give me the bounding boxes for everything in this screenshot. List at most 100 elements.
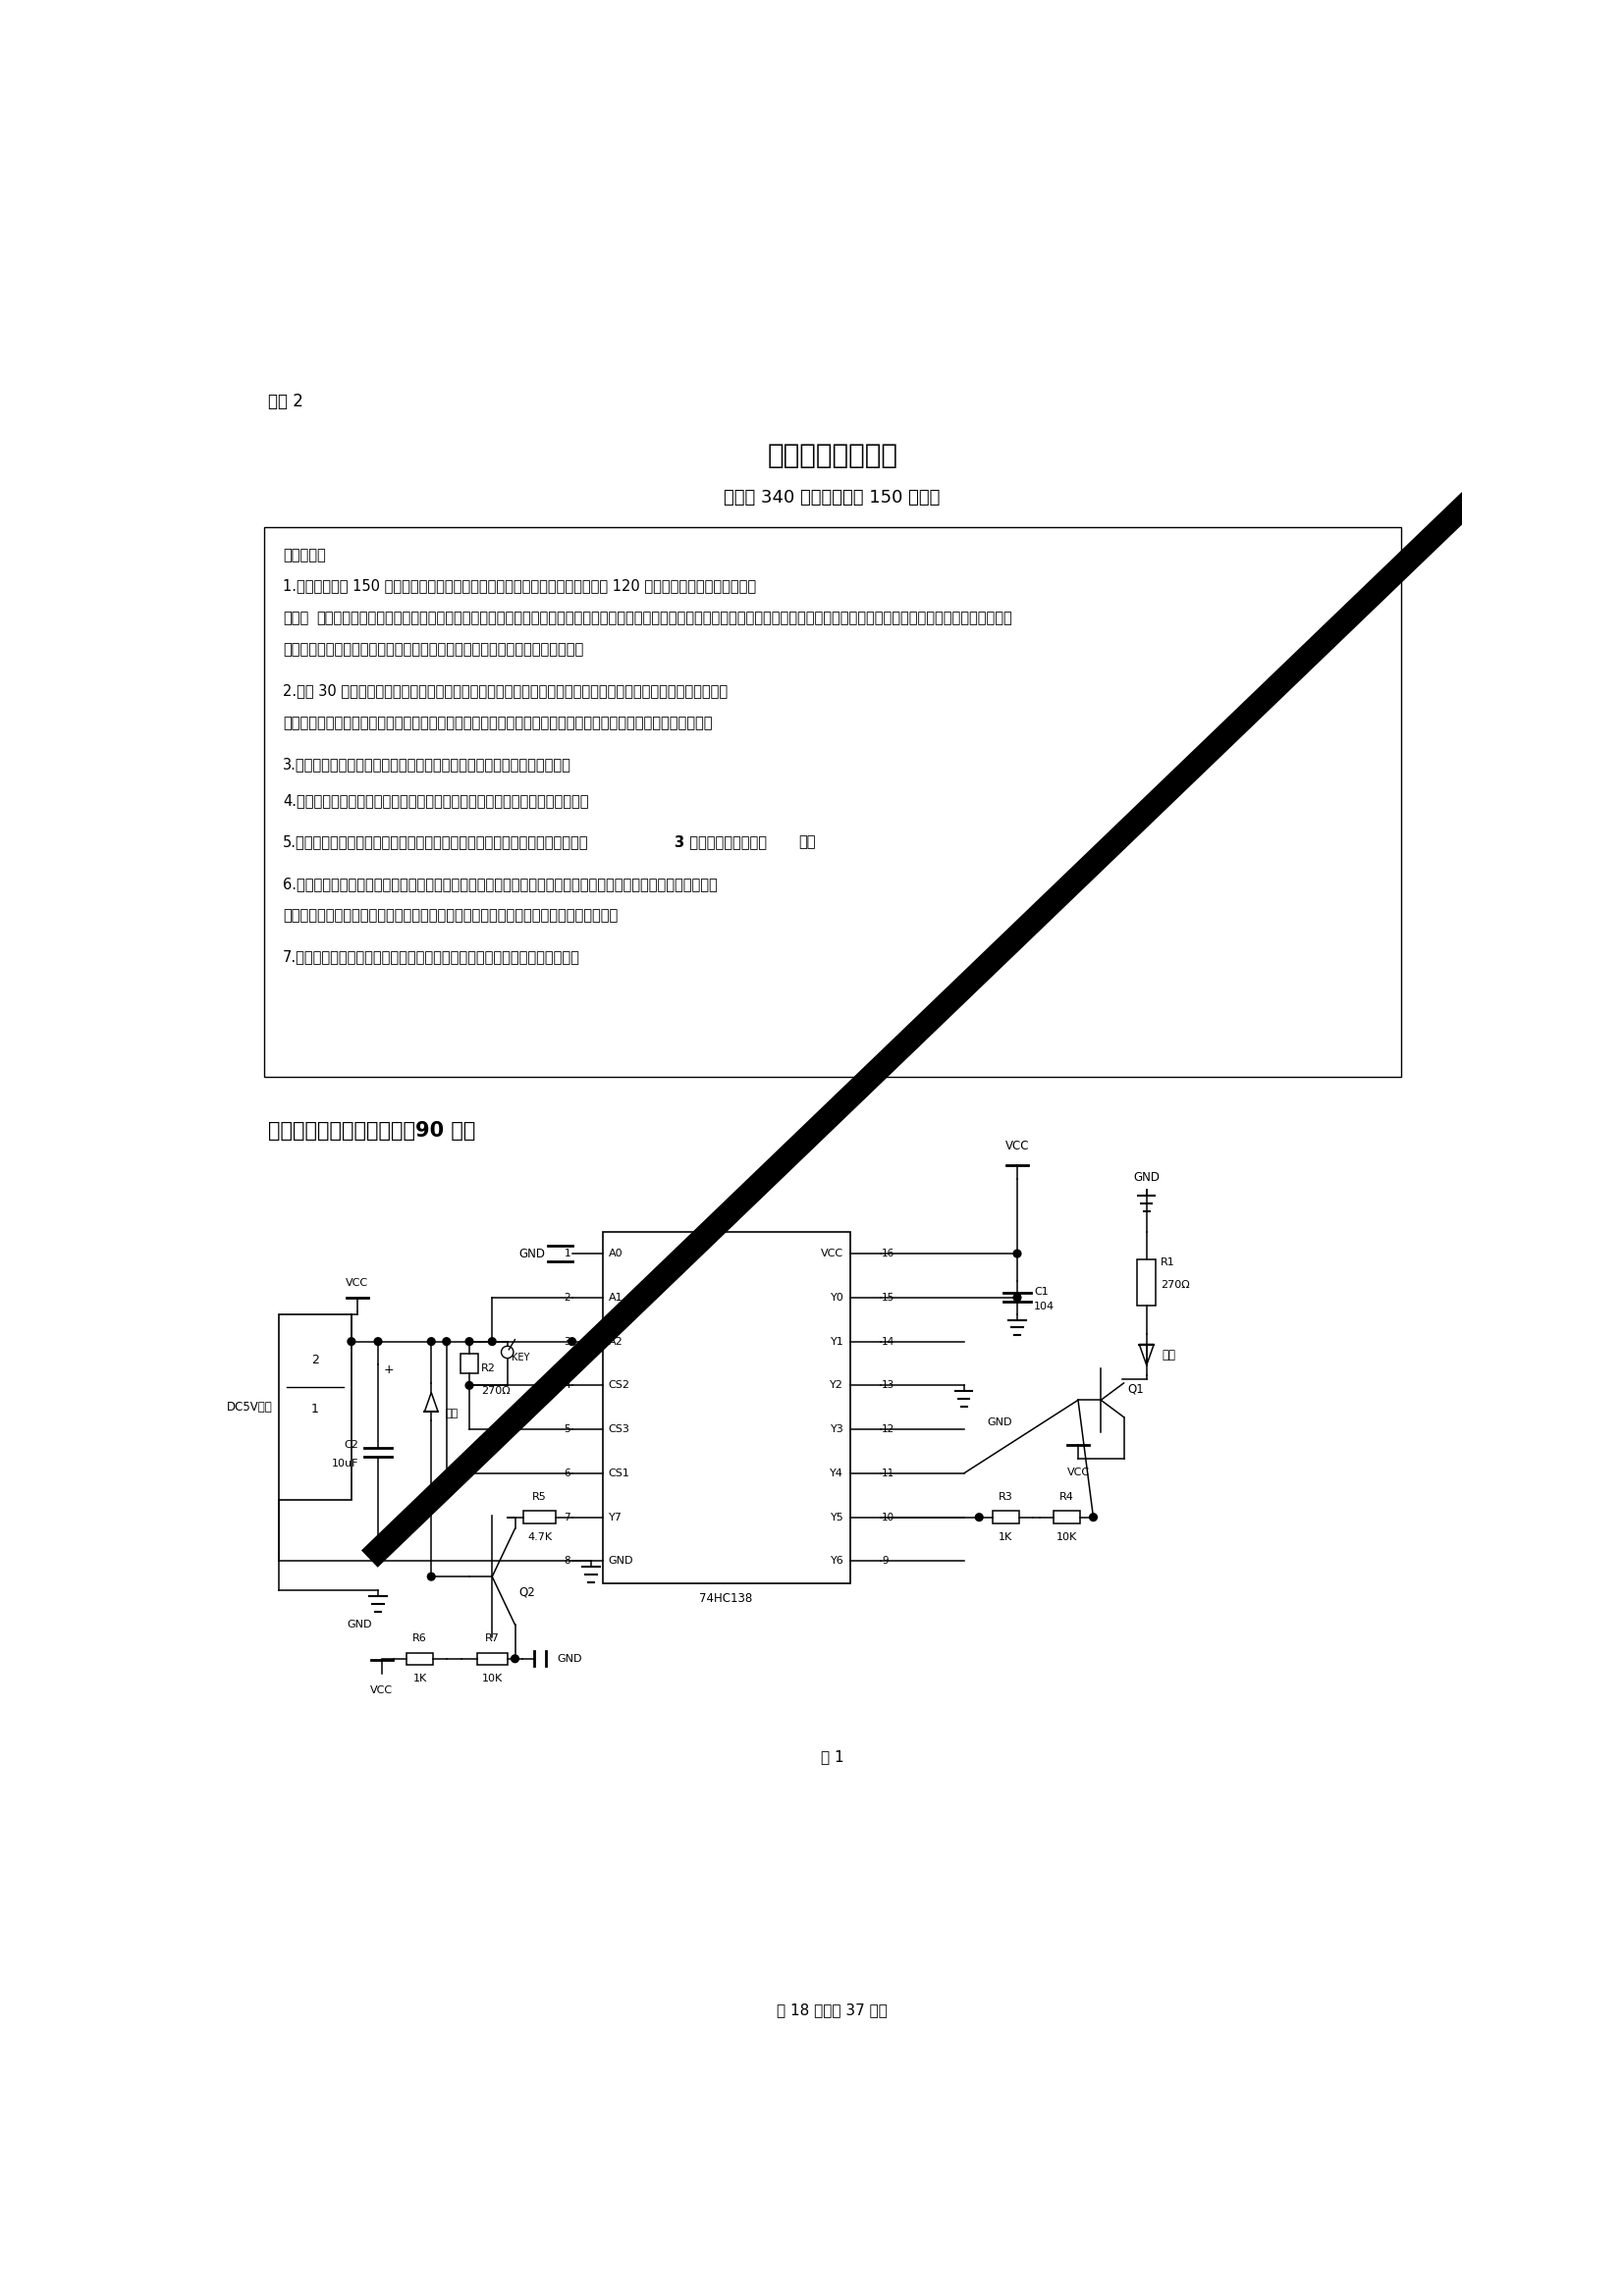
Text: 13: 13: [882, 1380, 895, 1391]
Text: DC5V电源: DC5V电源: [227, 1401, 273, 1414]
Text: GND: GND: [557, 1653, 581, 1665]
Circle shape: [466, 1339, 473, 1345]
Text: 10: 10: [882, 1513, 895, 1522]
Text: 5: 5: [564, 1424, 570, 1435]
Text: VCC: VCC: [370, 1685, 393, 1694]
Text: 理成札。若现场或考后查出考生人为故意设障、破坏考场器材将取消考生实操考试成绩。: 理成札。若现场或考后查出考生人为故意设障、破坏考场器材将取消考生实操考试成绩。: [283, 909, 619, 923]
Text: 5.完成单个项目考生举手示意考评员评分（照明板、电气板考生不得私自通电，: 5.完成单个项目考生举手示意考评员评分（照明板、电气板考生不得私自通电，: [283, 836, 590, 850]
Text: 演示的考生，可举手示意，考评员登记并给予通电考评一次（不受断电影响）。: 演示的考生，可举手示意，考评员登记并给予通电考评一次（不受断电影响）。: [283, 643, 583, 657]
Bar: [603, 1231, 849, 1584]
Text: 1K: 1K: [999, 1531, 1013, 1543]
Text: 14: 14: [882, 1336, 895, 1345]
Text: 3 个项目不许集中检测: 3 个项目不许集中检测: [674, 836, 767, 850]
Text: 1.考试总时长为 150 分钟（包含更换元器件、答题、通电演示及现场恢复），前 120 分钟为供电时间，不限单个项: 1.考试总时长为 150 分钟（包含更换元器件、答题、通电演示及现场恢复），前 …: [283, 579, 757, 592]
Text: CS1: CS1: [609, 1469, 630, 1479]
Text: 一、电子产品制作与调试（90 分）: 一、电子产品制作与调试（90 分）: [268, 1120, 476, 1141]
Circle shape: [348, 1339, 356, 1345]
Text: C1: C1: [1034, 1286, 1049, 1297]
Polygon shape: [424, 1391, 438, 1412]
Circle shape: [976, 1513, 983, 1520]
Text: ）。: ）。: [799, 836, 815, 850]
Text: 2: 2: [564, 1293, 570, 1302]
Text: R5: R5: [533, 1492, 547, 1502]
Bar: [406, 1653, 434, 1665]
Text: 技能操作考试样题: 技能操作考试样题: [767, 441, 898, 468]
Text: 7: 7: [564, 1513, 570, 1522]
Text: VCC: VCC: [1067, 1467, 1090, 1479]
Text: 9: 9: [882, 1557, 888, 1566]
Text: R7: R7: [486, 1635, 500, 1644]
Text: GND: GND: [1134, 1171, 1160, 1185]
Text: A1: A1: [609, 1293, 624, 1302]
Text: Y3: Y3: [830, 1424, 844, 1435]
Text: 4.电气控制电路安装主、控回路导线分别用红色和蓝色，要求做针线鼻及标号。: 4.电气控制电路安装主、控回路导线分别用红色和蓝色，要求做针线鼻及标号。: [283, 794, 590, 808]
Text: 12: 12: [882, 1424, 895, 1435]
Text: 附件 2: 附件 2: [268, 393, 304, 411]
Text: 1: 1: [312, 1403, 318, 1417]
Text: （满分 340 分，考试时间 150 分钟）: （满分 340 分，考试时间 150 分钟）: [724, 489, 940, 507]
Text: 6: 6: [564, 1469, 570, 1479]
Text: 7.认真读题，所有需填写的答案必须规范写在答题卷上，写在试题卷上无效。: 7.认真读题，所有需填写的答案必须规范写在答题卷上，写在试题卷上无效。: [283, 951, 580, 964]
Text: 10K: 10K: [482, 1674, 502, 1683]
Text: 15: 15: [882, 1293, 895, 1302]
Bar: [460, 1355, 479, 1373]
Text: 4: 4: [564, 1380, 570, 1391]
Text: R2: R2: [481, 1364, 495, 1373]
Text: 10K: 10K: [1056, 1531, 1077, 1543]
Text: Y0: Y0: [830, 1293, 844, 1302]
Text: A0: A0: [609, 1249, 624, 1258]
Text: 1: 1: [564, 1249, 570, 1258]
Bar: [263, 528, 1402, 1077]
Text: A2: A2: [609, 1336, 624, 1345]
Text: 270Ω: 270Ω: [481, 1387, 510, 1396]
Text: 红灯: 红灯: [1161, 1348, 1176, 1362]
Circle shape: [427, 1573, 435, 1580]
Text: Y6: Y6: [830, 1557, 844, 1566]
Text: R4: R4: [1059, 1492, 1073, 1502]
Circle shape: [374, 1339, 382, 1345]
Text: 图 1: 图 1: [820, 1750, 844, 1763]
Text: Y5: Y5: [830, 1513, 844, 1522]
Circle shape: [466, 1382, 473, 1389]
Text: KEY: KEY: [512, 1352, 529, 1362]
Text: 致考试时间受损，考生须现场提出，由考评员和协考员据实际情况作相关处理并记录。现场未提出异议视为正常。: 致考试时间受损，考生须现场提出，由考评员和协考员据实际情况作相关处理并记录。现场…: [283, 716, 713, 730]
Text: C2: C2: [344, 1440, 359, 1449]
Text: Y2: Y2: [830, 1380, 844, 1391]
Circle shape: [489, 1339, 495, 1345]
Text: Y7: Y7: [609, 1513, 622, 1522]
Text: Y4: Y4: [830, 1469, 844, 1479]
Text: Y1: Y1: [830, 1336, 844, 1345]
Text: 10uF: 10uF: [331, 1458, 359, 1467]
Text: GND: GND: [609, 1557, 633, 1566]
Bar: [992, 1511, 1020, 1522]
Bar: [477, 1653, 507, 1665]
Text: 3: 3: [564, 1336, 570, 1345]
Circle shape: [443, 1339, 450, 1345]
Text: 第 18 页（共 37 页）: 第 18 页（共 37 页）: [776, 2002, 888, 2018]
Text: 6.现场恢复是要求考生将考位恢复原样，拆除自接导线（不得拆卸板上原有的器件与导线）。并将拆下导线分类整: 6.现场恢复是要求考生将考位恢复原样，拆除自接导线（不得拆卸板上原有的器件与导线…: [283, 877, 718, 891]
Text: 1K: 1K: [412, 1674, 427, 1683]
Text: 。断电铃声响，考生不能通电测试，但可继续完成其他项目内容和恢复现场。若此时已完成电路还需通电演示的考生，可举手示意，考评员登记并给予通电考评一次（不受断电影响）: 。断电铃声响，考生不能通电测试，但可继续完成其他项目内容和恢复现场。若此时已完成…: [317, 611, 1013, 625]
Text: +: +: [383, 1364, 393, 1378]
Text: GND: GND: [987, 1417, 1012, 1428]
Text: 绿灯: 绿灯: [445, 1407, 458, 1419]
Text: 2: 2: [312, 1355, 318, 1366]
Circle shape: [1013, 1249, 1021, 1258]
Text: 16: 16: [882, 1249, 895, 1258]
Text: 270Ω: 270Ω: [1160, 1279, 1189, 1290]
Text: R6: R6: [412, 1635, 427, 1644]
Text: 考场规则：: 考场规则：: [283, 549, 326, 563]
Polygon shape: [1140, 1345, 1155, 1366]
Text: VCC: VCC: [822, 1249, 844, 1258]
Text: CS3: CS3: [609, 1424, 630, 1435]
Circle shape: [502, 1345, 513, 1359]
Text: Q1: Q1: [1127, 1382, 1143, 1396]
Bar: [279, 1316, 351, 1499]
Text: VCC: VCC: [346, 1279, 369, 1288]
Text: 目用时: 目用时: [283, 611, 309, 625]
Circle shape: [1090, 1513, 1098, 1520]
Circle shape: [427, 1339, 435, 1345]
Text: GND: GND: [346, 1619, 372, 1630]
Text: R3: R3: [999, 1492, 1013, 1502]
Text: R1: R1: [1160, 1256, 1174, 1267]
